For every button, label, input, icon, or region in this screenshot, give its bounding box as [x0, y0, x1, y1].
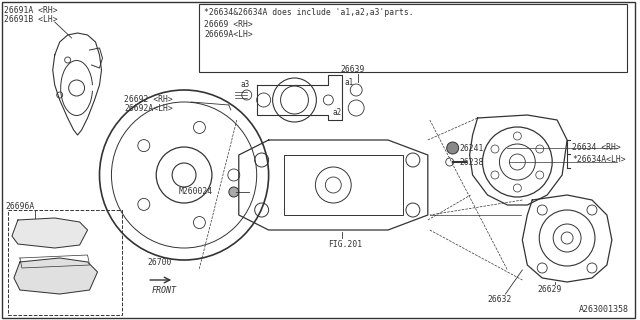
- Text: 26696A: 26696A: [5, 202, 34, 211]
- Text: 26692 <RH>: 26692 <RH>: [124, 95, 173, 104]
- Bar: [199, 4, 627, 72]
- Circle shape: [447, 142, 459, 154]
- Text: *26634A<LH>: *26634A<LH>: [572, 155, 626, 164]
- Text: 26241: 26241: [460, 144, 484, 153]
- Text: 26629: 26629: [537, 285, 562, 294]
- Polygon shape: [12, 218, 88, 248]
- Text: a3: a3: [241, 80, 250, 89]
- Bar: [8, 210, 122, 315]
- Text: M260024: M260024: [179, 187, 213, 196]
- Text: FIG.201: FIG.201: [328, 240, 362, 249]
- Text: a2: a2: [332, 108, 342, 117]
- Text: a1: a1: [344, 78, 353, 87]
- Text: 26669 <RH>: 26669 <RH>: [204, 20, 253, 29]
- Bar: [284, 155, 403, 215]
- Text: 26692A<LH>: 26692A<LH>: [124, 104, 173, 113]
- Circle shape: [229, 187, 239, 197]
- Text: *26634&26634A does include 'a1,a2,a3'parts.: *26634&26634A does include 'a1,a2,a3'par…: [204, 8, 413, 17]
- Text: 26238: 26238: [460, 158, 484, 167]
- Text: 26639: 26639: [340, 65, 365, 74]
- Text: 26691B <LH>: 26691B <LH>: [4, 15, 58, 24]
- Text: A263001358: A263001358: [579, 305, 628, 314]
- Text: 26700: 26700: [147, 258, 172, 267]
- Text: 26669A<LH>: 26669A<LH>: [204, 30, 253, 39]
- Text: 26634 <RH>: 26634 <RH>: [572, 143, 621, 152]
- Text: 26691A <RH>: 26691A <RH>: [4, 6, 58, 15]
- Text: FRONT: FRONT: [151, 286, 176, 295]
- Text: 26632: 26632: [488, 295, 512, 304]
- Polygon shape: [14, 258, 97, 294]
